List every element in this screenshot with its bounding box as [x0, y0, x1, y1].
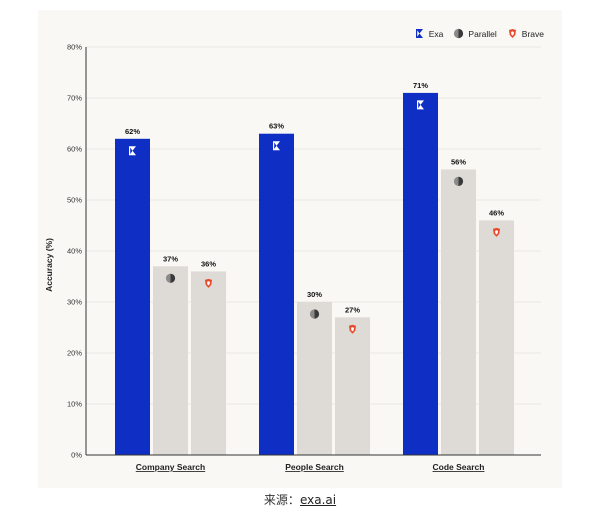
bar-exa-2: [403, 92, 438, 456]
parallel-logo-icon: [453, 28, 464, 39]
value-labels: 62% 37% 36% 63% 30% 27% 71% 56% 46%: [125, 81, 504, 314]
exa-logo-icon: [129, 146, 136, 156]
value-label: 30%: [307, 290, 322, 299]
brave-logo-icon: [493, 227, 500, 237]
y-tick-label: 60%: [67, 145, 82, 154]
y-tick-label: 50%: [67, 196, 82, 205]
parallel-logo-icon: [453, 176, 464, 186]
legend-item-brave: Brave: [507, 28, 544, 39]
value-label: 63%: [269, 122, 284, 131]
y-tick-label: 0%: [71, 451, 82, 460]
legend-label-exa: Exa: [428, 28, 444, 39]
legend-label-brave: Brave: [521, 28, 544, 39]
source-caption: 来源：exa.ai: [0, 491, 600, 508]
bar-brave-2: [479, 220, 514, 455]
bar-brave-1: [335, 317, 370, 455]
y-tick-label: 80%: [67, 43, 82, 52]
brave-logo-icon: [205, 278, 212, 288]
exa-logo-icon: [414, 28, 425, 39]
legend-item-exa: Exa: [414, 28, 444, 39]
exa-logo-icon: [417, 100, 424, 110]
bar-parallel-2: [441, 169, 476, 455]
bar-parallel-1: [297, 302, 332, 455]
y-tick-label: 30%: [67, 298, 82, 307]
parallel-logo-icon: [309, 309, 320, 319]
value-label: 36%: [201, 259, 216, 268]
value-label: 27%: [345, 305, 360, 314]
x-category-label: People Search: [285, 462, 344, 472]
brave-logo-icon: [349, 324, 356, 334]
bar-parallel-0: [153, 266, 188, 455]
x-category-label: Company Search: [136, 462, 205, 472]
y-tick-label: 70%: [67, 94, 82, 103]
legend-item-parallel: Parallel: [453, 28, 497, 39]
legend: Exa Parallel Brave: [414, 28, 544, 39]
parallel-logo-icon: [165, 273, 176, 283]
exa-logo-icon: [273, 141, 280, 151]
value-label: 71%: [413, 81, 428, 90]
y-axis-label: Accuracy (%): [44, 238, 54, 292]
source-prefix: 来源：: [263, 493, 300, 507]
x-category-label: Code Search: [433, 462, 485, 472]
y-tick-label: 40%: [67, 247, 82, 256]
value-label: 37%: [163, 254, 178, 263]
y-axis-ticks: 0% 10% 20% 30% 40% 50% 60% 70% 80%: [67, 43, 82, 460]
bar-exa-1: [259, 133, 294, 455]
bar-icons: [129, 100, 500, 334]
y-tick-label: 10%: [67, 400, 82, 409]
value-label: 46%: [489, 208, 504, 217]
value-label: 62%: [125, 127, 140, 136]
y-tick-label: 20%: [67, 349, 82, 358]
value-label: 56%: [451, 157, 466, 166]
bar-exa-0: [115, 138, 150, 456]
source-link[interactable]: exa.ai: [299, 493, 337, 507]
bars: [115, 92, 514, 456]
x-axis-categories: Company Search People Search Code Search: [136, 462, 485, 472]
legend-label-parallel: Parallel: [468, 28, 497, 39]
brave-logo-icon: [507, 28, 518, 39]
bar-brave-0: [191, 271, 226, 455]
